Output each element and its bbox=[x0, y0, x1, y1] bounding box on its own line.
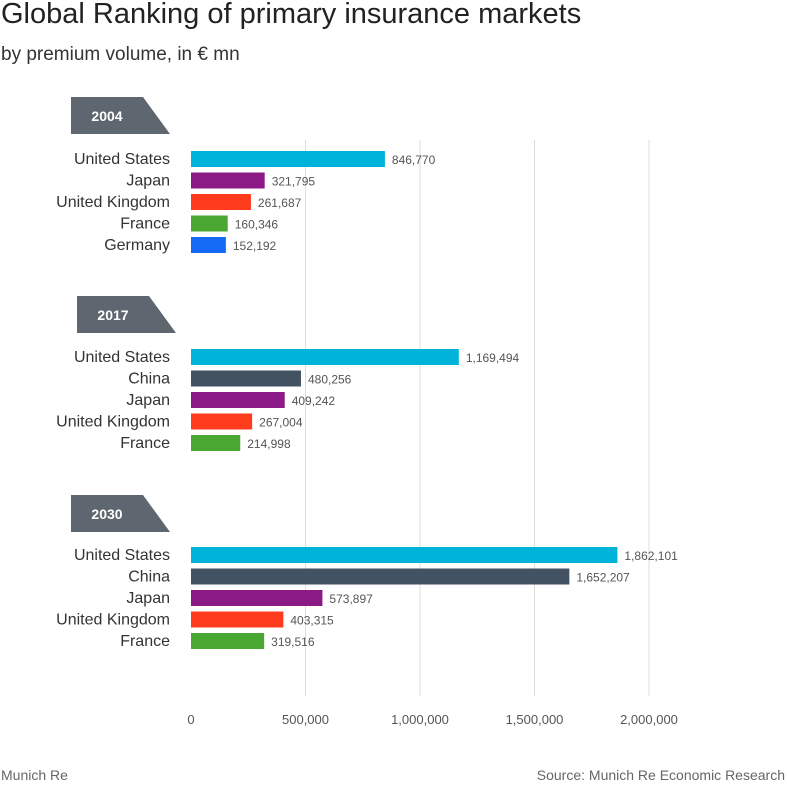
category-label: United States bbox=[74, 547, 170, 564]
footer-source: Source: Munich Re Economic Research bbox=[536, 767, 785, 783]
category-label: United Kingdom bbox=[56, 612, 170, 629]
category-label: France bbox=[120, 633, 170, 650]
bar bbox=[191, 237, 226, 253]
category-label: Japan bbox=[126, 590, 170, 607]
data-label: 214,998 bbox=[247, 437, 291, 451]
x-tick-label: 500,000 bbox=[282, 712, 329, 727]
x-tick-label: 1,000,000 bbox=[391, 712, 449, 727]
data-label: 152,192 bbox=[233, 239, 277, 253]
chart-title: Global Ranking of primary insurance mark… bbox=[1, 0, 582, 30]
bar bbox=[191, 413, 253, 430]
data-label: 1,169,494 bbox=[466, 351, 520, 365]
category-label: China bbox=[128, 371, 170, 388]
data-label: 321,795 bbox=[272, 175, 316, 189]
data-label: 261,687 bbox=[258, 196, 302, 210]
bar bbox=[191, 611, 284, 628]
bar bbox=[191, 215, 228, 232]
category-label: Japan bbox=[126, 392, 170, 409]
bar bbox=[191, 435, 241, 451]
data-label: 480,256 bbox=[308, 373, 352, 387]
bar bbox=[191, 568, 570, 585]
data-label: 403,315 bbox=[290, 614, 334, 628]
year-badge bbox=[77, 296, 176, 333]
bar bbox=[191, 547, 618, 563]
data-label: 573,897 bbox=[329, 592, 373, 606]
category-label: Germany bbox=[104, 237, 170, 254]
data-label: 409,242 bbox=[292, 394, 336, 408]
bar bbox=[191, 370, 301, 387]
bar bbox=[191, 151, 385, 167]
category-label: Japan bbox=[126, 173, 170, 190]
year-label: 2017 bbox=[97, 307, 128, 323]
x-tick-label: 0 bbox=[187, 712, 194, 727]
bar bbox=[191, 194, 251, 210]
bar bbox=[191, 633, 265, 649]
category-label: United Kingdom bbox=[56, 414, 170, 431]
year-badge bbox=[71, 97, 170, 134]
data-label: 846,770 bbox=[392, 153, 436, 167]
data-label: 1,652,207 bbox=[576, 571, 630, 585]
bar bbox=[191, 392, 285, 408]
category-label: United Kingdom bbox=[56, 194, 170, 211]
bar bbox=[191, 172, 265, 189]
year-label: 2004 bbox=[91, 108, 122, 124]
data-label: 1,862,101 bbox=[624, 549, 678, 563]
data-label: 267,004 bbox=[259, 416, 303, 430]
x-tick-label: 2,000,000 bbox=[620, 712, 678, 727]
year-label: 2030 bbox=[91, 506, 122, 522]
bar bbox=[191, 590, 323, 606]
chart-subtitle: by premium volume, in € mn bbox=[1, 44, 240, 65]
year-badge bbox=[71, 495, 170, 532]
category-label: China bbox=[128, 569, 170, 586]
bar bbox=[191, 349, 459, 365]
data-label: 160,346 bbox=[235, 218, 279, 232]
category-label: United States bbox=[74, 151, 170, 168]
footer-brand: Munich Re bbox=[1, 767, 68, 783]
x-tick-label: 1,500,000 bbox=[506, 712, 564, 727]
category-label: France bbox=[120, 435, 170, 452]
category-label: United States bbox=[74, 349, 170, 366]
category-label: France bbox=[120, 216, 170, 233]
data-label: 319,516 bbox=[271, 635, 315, 649]
